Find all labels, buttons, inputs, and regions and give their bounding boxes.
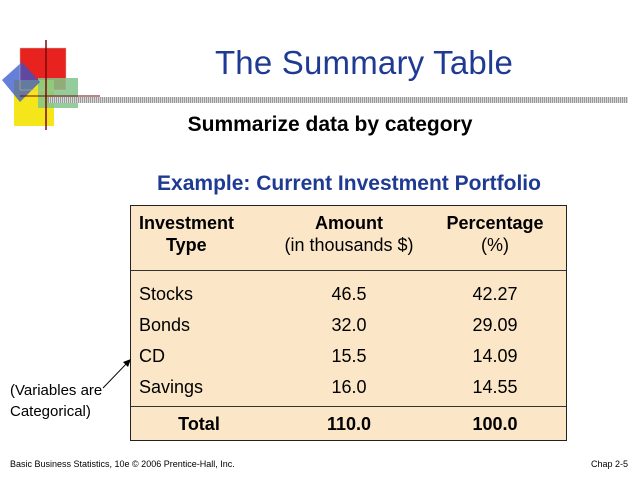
title-divider	[48, 97, 628, 103]
row-percentage: 14.55	[472, 377, 518, 397]
header-percentage-line1: Percentage	[446, 213, 544, 233]
header-investment-line1: Investment	[139, 213, 235, 233]
total-row: Total 110.0 100.0	[131, 409, 566, 440]
total-label: Total	[178, 414, 220, 434]
row-type: Stocks	[139, 284, 194, 304]
row-percentage: 14.09	[472, 346, 518, 366]
footer-citation: Basic Business Statistics, 10e © 2006 Pr…	[10, 459, 235, 469]
header-investment-type: Investment Type	[139, 212, 259, 256]
row-amount: 16.0	[331, 377, 367, 397]
header-percentage: Percentage (%)	[427, 212, 563, 256]
row-amount: 32.0	[331, 315, 367, 335]
header-divider	[131, 270, 566, 271]
row-amount: 46.5	[331, 284, 367, 304]
table-row: Bonds 32.0 29.09	[131, 310, 566, 341]
header-amount: Amount (in thousands $)	[269, 212, 429, 256]
row-percentage: 29.09	[472, 315, 518, 335]
table-row: CD 15.5 14.09	[131, 341, 566, 372]
note-line1: (Variables are	[10, 382, 103, 399]
table-row: Savings 16.0 14.55	[131, 372, 566, 403]
row-percentage: 42.27	[472, 284, 518, 304]
decorative-squares-logo	[2, 40, 100, 130]
row-type: Bonds	[139, 315, 191, 335]
total-divider	[131, 406, 566, 407]
example-heading: Example: Current Investment Portfolio	[157, 172, 541, 195]
total-percentage: 100.0	[472, 414, 518, 434]
categorical-note: (Variables are Categorical)	[10, 380, 102, 422]
slide-subtitle: Summarize data by category	[187, 113, 473, 136]
row-type: Savings	[139, 377, 204, 397]
header-amount-line2: (in thousands $)	[284, 235, 414, 255]
header-percentage-line2: (%)	[481, 235, 509, 255]
footer-page-number: Chap 2-5	[590, 459, 628, 469]
total-amount: 110.0	[326, 414, 372, 434]
header-amount-line1: Amount	[315, 213, 383, 233]
slide-title: The Summary Table	[214, 44, 514, 81]
header-investment-line2: Type	[166, 235, 207, 255]
row-amount: 15.5	[331, 346, 367, 366]
note-line2: Categorical)	[10, 403, 91, 420]
row-type: CD	[139, 346, 165, 366]
table-row: Stocks 46.5 42.27	[131, 279, 566, 310]
summary-table: Investment Type Amount (in thousands $) …	[130, 205, 567, 441]
